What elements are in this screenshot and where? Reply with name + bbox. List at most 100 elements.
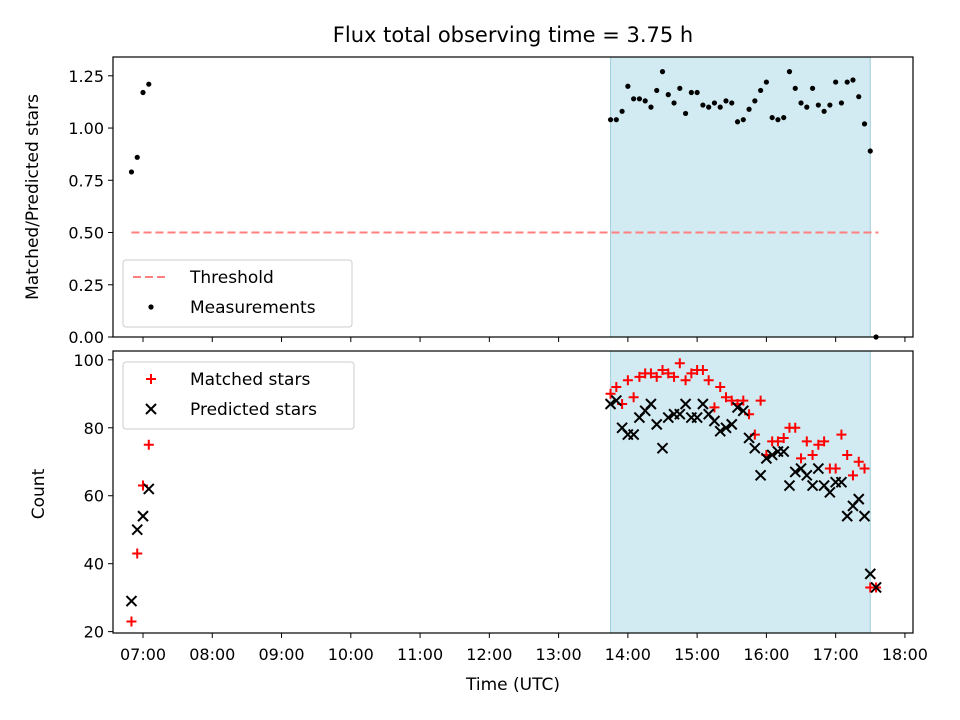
x-tick-label: 17:00: [813, 645, 859, 664]
y-tick-label: 0.25: [68, 276, 104, 295]
bottom-y-axis-label: Count: [29, 468, 49, 519]
matched-star-point: [715, 382, 726, 393]
legend-label: Measurements: [190, 298, 316, 318]
legend-marker-predicted: [145, 403, 157, 415]
matched-star-point: [847, 470, 858, 481]
x-tick-label: 14:00: [605, 645, 651, 664]
measurement-point: [838, 100, 845, 106]
y-tick-label: 1.00: [68, 119, 104, 138]
axes-frame: [112, 56, 914, 338]
predicted-star-point: [760, 452, 773, 465]
top-panel: 0.00 0.25 0.50 0.75 1.00 1.25 Threshold Measure…: [68, 56, 914, 347]
legend-marker-measurements: [148, 304, 154, 310]
matched-star-point: [772, 436, 783, 447]
measurement-point: [798, 100, 804, 106]
predicted-star-point: [789, 466, 801, 478]
matched-star-point: [143, 439, 154, 450]
x-axis-label: Time (UTC): [465, 675, 560, 695]
matched-star-point: [801, 436, 812, 447]
predicted-star-point: [853, 493, 865, 505]
legend-label: Predicted stars: [190, 400, 317, 420]
measurement-point: [625, 83, 631, 89]
x-tick-label: 13:00: [536, 645, 582, 664]
predicted-star-point: [679, 398, 692, 410]
x-tick-label: 08:00: [189, 645, 235, 664]
top-y-axis-label: Matched/Predicted stars: [23, 94, 43, 300]
measurement-point: [146, 81, 152, 87]
matched-star-point: [836, 429, 847, 440]
predicted-star-point: [674, 408, 686, 420]
series-predicted-stars: [125, 394, 882, 607]
legend-marker-matched: [146, 374, 156, 384]
measurement-point: [654, 87, 660, 94]
predicted-star-point: [645, 398, 657, 410]
measurement-point: [694, 89, 700, 96]
measurement-point: [769, 114, 775, 121]
matched-star-point: [778, 432, 789, 443]
matched-star-point: [813, 439, 824, 450]
matched-star-point: [622, 375, 633, 386]
measurement-point: [867, 148, 873, 154]
predicted-star-point: [720, 422, 732, 434]
matched-star-point: [645, 368, 656, 379]
measurement-point: [688, 89, 694, 96]
measurement-point: [723, 98, 729, 104]
predicted-star-point: [777, 445, 790, 458]
measurement-point: [711, 100, 718, 106]
matched-star-point: [755, 395, 766, 406]
measurement-point: [700, 102, 706, 108]
y-tick-label: 0.50: [68, 224, 104, 243]
predicted-star-point: [697, 398, 709, 410]
predicted-star-point: [691, 411, 703, 424]
highlight-span: [610, 56, 871, 338]
measurement-point: [792, 85, 798, 91]
matched-star-point: [842, 449, 853, 460]
measurement-point: [665, 92, 671, 98]
measurement-point: [706, 104, 712, 110]
measurement-point: [682, 110, 689, 117]
matched-star-point: [697, 365, 708, 376]
matched-star-point: [738, 395, 749, 406]
measurement-point: [827, 102, 833, 108]
highlight-span: [610, 350, 871, 634]
matched-star-point: [634, 371, 645, 382]
measurement-point: [642, 98, 648, 104]
matched-star-point: [126, 616, 137, 627]
predicted-star-point: [749, 442, 761, 454]
matched-star-point: [651, 371, 662, 382]
measurement-point: [607, 117, 614, 123]
predicted-star-point: [841, 510, 853, 522]
measurement-point: [833, 79, 839, 85]
matched-star-point: [605, 388, 616, 399]
measurement-point: [677, 85, 683, 91]
matched-star-point: [819, 436, 830, 447]
axes-frame: [112, 350, 914, 634]
measurement-point: [844, 79, 850, 85]
measurement-point: [775, 117, 781, 123]
matched-star-point: [726, 395, 737, 406]
predicted-star-point: [610, 394, 623, 407]
measurement-point: [809, 85, 816, 91]
predicted-star-point: [125, 595, 138, 607]
measurement-point: [734, 119, 741, 125]
predicted-star-point: [858, 510, 871, 522]
measurement-point: [729, 100, 735, 106]
predicted-star-point: [743, 432, 755, 444]
predicted-star-point: [754, 469, 767, 482]
matched-star-point: [628, 392, 639, 403]
legend-label: Threshold: [189, 268, 274, 288]
measurement-point: [786, 69, 793, 75]
y-tick-label: 0.00: [68, 328, 104, 347]
measurement-point: [815, 102, 821, 108]
matched-star-point: [807, 449, 818, 460]
matched-star-point: [132, 548, 143, 559]
x-tick-label: 09:00: [258, 645, 304, 664]
series-matched-stars: [126, 358, 882, 627]
measurement-point: [740, 117, 746, 123]
measurement-point: [781, 114, 787, 121]
measurement-point: [636, 96, 643, 102]
predicted-star-point: [812, 462, 825, 475]
predicted-star-point: [737, 405, 750, 417]
predicted-star-point: [766, 449, 778, 461]
y-tick-label: 100: [73, 351, 104, 370]
